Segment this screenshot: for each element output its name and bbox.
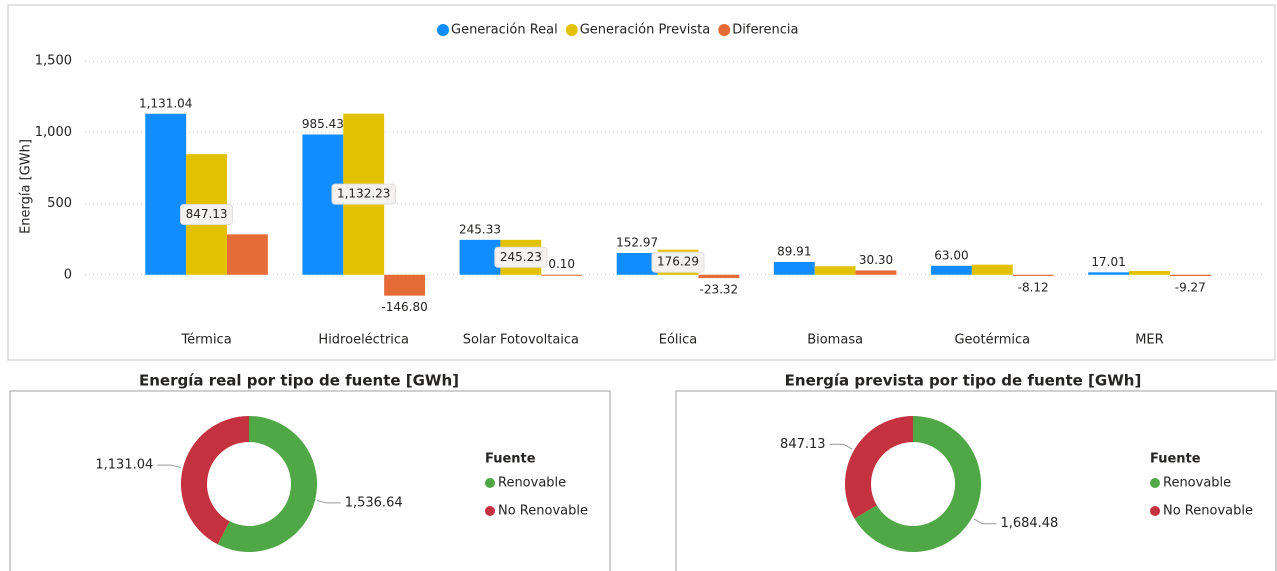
bar (384, 274, 425, 296)
donut-slice (845, 416, 913, 519)
data-label: 1,132.23 (337, 187, 390, 201)
data-label: 1,536.64 (345, 495, 403, 510)
data-label-box (651, 251, 705, 273)
data-label: 847.13 (186, 207, 228, 221)
data-label: 245.33 (459, 222, 501, 236)
data-label: 0.10 (548, 257, 575, 271)
data-label: 89.91 (777, 244, 811, 258)
legend-label: No Renovable (498, 504, 588, 519)
bar (814, 266, 856, 275)
bar (931, 265, 972, 275)
data-label: 17.01 (1091, 255, 1125, 269)
legend-swatch (718, 24, 731, 36)
data-label-box (331, 183, 396, 205)
bar (227, 234, 268, 275)
y-tick-label: 1,000 (35, 125, 72, 140)
y-axis-title: Energía [GWh] (19, 139, 34, 234)
x-tick-label: Eólica (659, 333, 698, 348)
data-label: -23.32 (700, 283, 739, 297)
data-label-box (180, 203, 234, 225)
legend-swatch (1150, 478, 1160, 488)
data-label: 245.23 (500, 250, 542, 264)
chart-title: Energía prevista por tipo de fuente [GWh… (785, 372, 1142, 390)
data-label: 1,684.48 (1000, 516, 1058, 531)
data-label: -9.27 (1175, 281, 1206, 295)
data-label: -146.80 (381, 300, 427, 314)
x-tick-label: MER (1135, 333, 1163, 348)
bar (459, 239, 501, 275)
donut-slice (217, 416, 317, 552)
leader-line (829, 443, 853, 450)
x-tick-label: Hidroeléctrica (318, 333, 409, 348)
x-tick-label: Biomasa (807, 333, 863, 348)
donut-slice (854, 416, 981, 552)
bar (971, 264, 1013, 275)
legend-swatch (565, 24, 578, 36)
bar (698, 274, 740, 279)
legend-label: Renovable (498, 476, 566, 491)
bar (616, 252, 658, 275)
y-tick-label: 500 (47, 196, 72, 211)
leader-line (316, 500, 341, 504)
bar (773, 261, 815, 275)
bar (855, 270, 897, 275)
legend-swatch (1150, 506, 1160, 516)
x-tick-label: Geotérmica (954, 333, 1030, 348)
legend-swatch (485, 506, 495, 516)
bar (145, 113, 187, 275)
data-label: 985.43 (302, 117, 344, 131)
chart-title: Energía real por tipo de fuente [GWh] (139, 372, 459, 390)
legend-label: Diferencia (732, 23, 798, 38)
bar (1169, 274, 1211, 277)
data-label: 176.29 (657, 255, 699, 269)
data-label: 1,131.04 (95, 458, 153, 473)
leader-line (157, 464, 182, 468)
data-label-box (494, 246, 548, 268)
legend-title: Fuente (1150, 452, 1201, 467)
legend-swatch (485, 478, 495, 488)
data-label: 847.13 (780, 437, 826, 452)
legend-label: No Renovable (1163, 504, 1253, 519)
x-tick-label: Solar Fotovoltaica (463, 333, 579, 348)
legend-label: Generación Prevista (580, 23, 711, 38)
data-label: 63.00 (934, 248, 968, 262)
data-label: 1,131.04 (139, 96, 192, 110)
bar (1129, 271, 1170, 275)
bar (1088, 272, 1129, 275)
legend-title: Fuente (485, 452, 536, 467)
y-tick-label: 1,500 (35, 54, 72, 69)
legend-label: Renovable (1163, 476, 1231, 491)
data-label: 152.97 (616, 235, 658, 249)
data-label: 30.30 (859, 253, 893, 267)
donut-slice (180, 416, 249, 545)
bar (1012, 274, 1054, 276)
y-tick-label: 0 (64, 267, 72, 282)
legend-label: Generación Real (451, 23, 558, 38)
leader-line (973, 518, 997, 525)
data-label: -8.12 (1018, 280, 1049, 294)
bar (541, 274, 583, 276)
x-tick-label: Térmica (180, 333, 231, 348)
legend-swatch (437, 24, 449, 36)
